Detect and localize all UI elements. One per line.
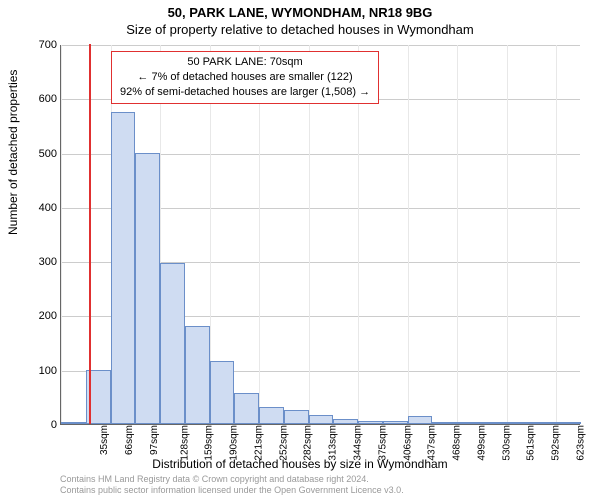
- y-tick-label: 500: [23, 148, 57, 160]
- x-tick-label: 66sqm: [124, 425, 135, 455]
- y-tick-label: 200: [23, 310, 57, 322]
- annotation-line-3: 92% of semi-detached houses are larger (…: [120, 85, 370, 100]
- annotation-box: 50 PARK LANE: 70sqm ← 7% of detached hou…: [111, 51, 379, 104]
- histogram-bar: [383, 421, 408, 424]
- x-tick-label: 282sqm: [303, 425, 314, 461]
- histogram-bar: [61, 422, 86, 424]
- y-tick-label: 400: [23, 202, 57, 214]
- x-tick-label: 35sqm: [99, 425, 110, 455]
- x-tick-label: 623sqm: [575, 425, 586, 461]
- plot-area: 50 PARK LANE: 70sqm ← 7% of detached hou…: [60, 45, 580, 425]
- property-marker-line: [89, 44, 91, 424]
- y-tick-label: 600: [23, 93, 57, 105]
- y-tick-label: 100: [23, 365, 57, 377]
- x-tick-label: 375sqm: [377, 425, 388, 461]
- x-tick-label: 252sqm: [278, 425, 289, 461]
- x-tick-label: 592sqm: [551, 425, 562, 461]
- gridline-h: [61, 45, 580, 46]
- x-tick-label: 406sqm: [402, 425, 413, 461]
- histogram-bar: [160, 263, 185, 424]
- x-tick-label: 221sqm: [254, 425, 265, 461]
- x-tick-label: 468sqm: [452, 425, 463, 461]
- x-tick-label: 499sqm: [476, 425, 487, 461]
- annotation-line-1: 50 PARK LANE: 70sqm: [120, 55, 370, 70]
- histogram-bar: [333, 419, 358, 424]
- x-tick-label: 561sqm: [526, 425, 537, 461]
- histogram-bar: [408, 416, 433, 424]
- x-tick-label: 437sqm: [427, 425, 438, 461]
- y-axis-label: Number of detached properties: [6, 70, 20, 235]
- x-tick-label: 530sqm: [501, 425, 512, 461]
- histogram-bar: [457, 422, 482, 424]
- histogram-bar: [210, 361, 235, 424]
- histogram-bar: [531, 422, 556, 424]
- histogram-bar: [135, 153, 160, 424]
- histogram-bar: [432, 422, 457, 424]
- x-tick-label: 344sqm: [353, 425, 364, 461]
- address-line: 50, PARK LANE, WYMONDHAM, NR18 9BG: [0, 5, 600, 20]
- x-tick-label: 159sqm: [204, 425, 215, 461]
- histogram-bar: [358, 421, 383, 424]
- gridline-v: [457, 45, 458, 424]
- x-tick-label: 97sqm: [149, 425, 160, 455]
- histogram-bar: [111, 112, 136, 424]
- histogram-bar: [482, 422, 507, 424]
- y-tick-label: 700: [23, 39, 57, 51]
- gridline-v: [61, 45, 62, 424]
- gridline-v: [507, 45, 508, 424]
- license-footer: Contains HM Land Registry data © Crown c…: [60, 474, 404, 497]
- histogram-bar: [259, 407, 284, 424]
- annotation-line-2: ← 7% of detached houses are smaller (122…: [120, 70, 370, 85]
- y-tick-label: 300: [23, 256, 57, 268]
- histogram-bar: [185, 326, 210, 424]
- y-tick-label: 0: [23, 419, 57, 431]
- gridline-v: [556, 45, 557, 424]
- footer-line-2: Contains public sector information licen…: [60, 485, 404, 496]
- gridline-v: [408, 45, 409, 424]
- x-tick-label: 190sqm: [229, 425, 240, 461]
- histogram-bar: [284, 410, 309, 424]
- histogram-bar: [309, 415, 334, 424]
- histogram-bar: [556, 422, 581, 424]
- x-tick-label: 128sqm: [179, 425, 190, 461]
- chart-title: Size of property relative to detached ho…: [0, 22, 600, 37]
- footer-line-1: Contains HM Land Registry data © Crown c…: [60, 474, 404, 485]
- x-tick-label: 313sqm: [328, 425, 339, 461]
- histogram-bar: [234, 393, 259, 424]
- histogram-bar: [507, 422, 532, 424]
